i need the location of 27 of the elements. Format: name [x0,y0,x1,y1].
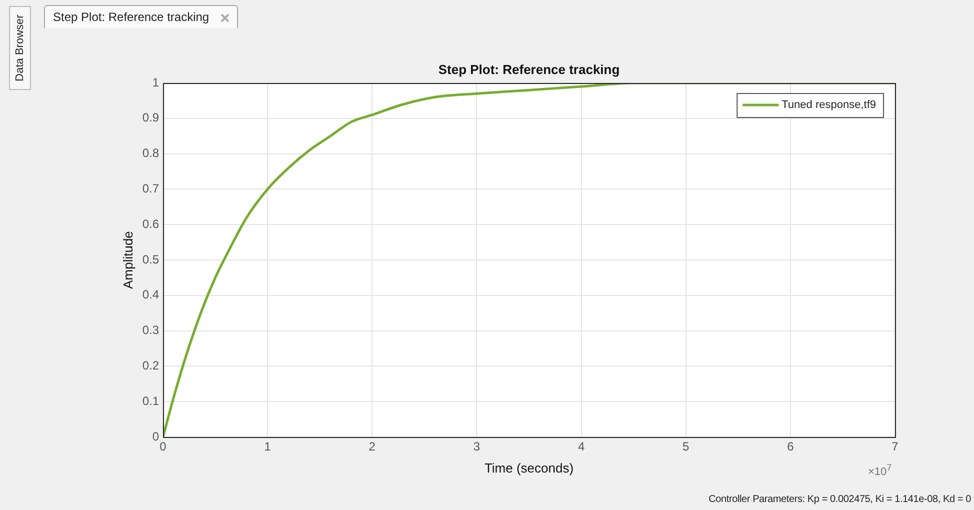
x-tick-label: 2 [368,440,376,454]
y-tick-label: 0.6 [142,216,160,231]
x-tick-label: 7 [892,440,899,454]
y-tick-label: 0.2 [142,358,160,373]
x-tick-label: 3 [473,440,480,454]
x-axis-title: Time (seconds) [484,460,574,476]
x-tick-label: 6 [787,440,794,454]
x-tick-label: 1 [264,440,272,454]
text: ×10$^{7}$ [868,462,892,478]
y-tick-label: 0.5 [142,252,160,266]
text: Controller Parameters: Kp = 0.002475, Ki = 1.141e-08, Kd = 0 [708,494,971,505]
text: Step Plot: Reference tracking [53,10,210,24]
x-tick-label: 5 [682,440,690,454]
y-tick-label: 0.4 [142,288,160,302]
y-tick-label: 1 [152,75,160,90]
line-series [163,83,895,437]
y-tick-label: 0.3 [142,323,160,338]
y-tick-label: 0.1 [142,394,160,408]
text: Data Browser [14,14,26,82]
y-tick-label: 0.8 [142,146,160,160]
legend-label: Tuned response,tf9 [782,99,876,112]
y-tick-label: 0.9 [142,110,160,125]
y-tick-label: 0.7 [142,182,160,196]
chart-title: Step Plot: Reference tracking [438,62,620,78]
x-tick-label: 4 [578,440,585,454]
y-tick-label: 0 [152,429,160,444]
y-axis-title: Amplitude [120,231,136,289]
